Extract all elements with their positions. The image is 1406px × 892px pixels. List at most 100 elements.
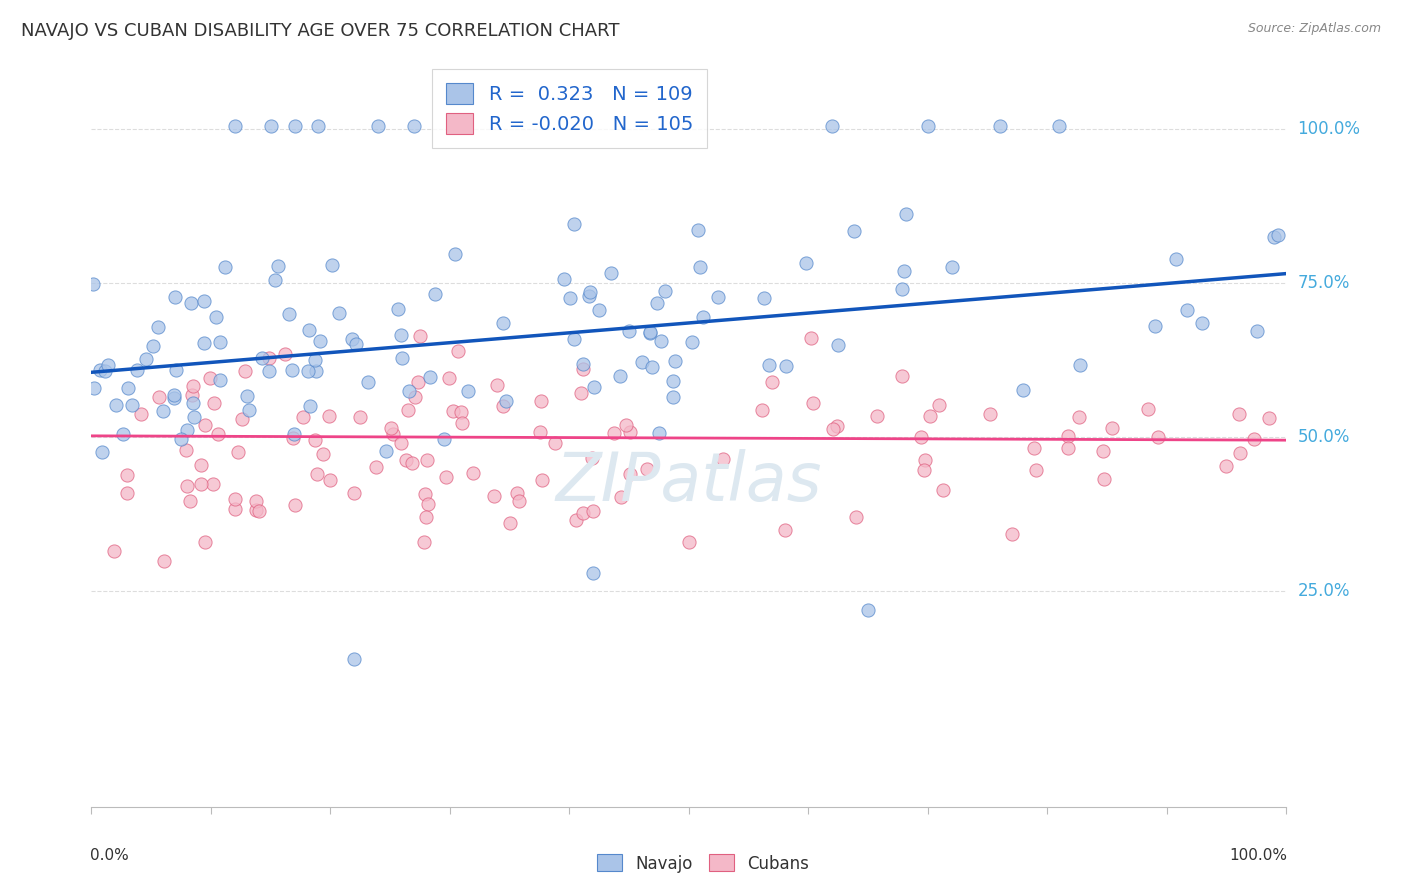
Point (451, 416, 474, 430)
Point (283, 426, 305, 441)
Point (181, 378, 204, 392)
Point (343, 652, 366, 666)
Point (298, 399, 321, 413)
Point (1263, 229, 1285, 244)
Point (823, 422, 845, 436)
Point (617, 324, 640, 338)
Point (224, 502, 246, 516)
Point (115, 485, 138, 500)
Point (912, 462, 935, 476)
Point (104, 398, 127, 412)
Point (183, 409, 205, 424)
Point (162, 388, 184, 402)
Text: 25.0%: 25.0% (1298, 582, 1350, 600)
Point (664, 354, 686, 368)
Point (409, 329, 432, 343)
Point (117, 381, 139, 395)
Point (773, 523, 796, 537)
Point (89, 363, 111, 377)
Point (619, 425, 641, 439)
Point (238, 402, 260, 417)
Point (202, 476, 225, 491)
Point (375, 444, 398, 458)
Point (281, 362, 304, 376)
Point (821, 119, 844, 133)
Point (681, 335, 703, 350)
Point (648, 426, 671, 441)
Point (1049, 119, 1071, 133)
Point (1091, 443, 1114, 458)
Point (827, 338, 849, 352)
Point (1025, 463, 1047, 477)
Text: 100.0%: 100.0% (1298, 120, 1361, 137)
Point (304, 433, 326, 447)
Text: 100.0%: 100.0% (1230, 848, 1288, 863)
Point (165, 363, 187, 377)
Point (90, 444, 112, 458)
Point (190, 477, 212, 491)
Point (856, 603, 880, 617)
Point (226, 445, 249, 459)
Point (382, 427, 405, 442)
Point (93, 364, 115, 378)
Point (1000, 527, 1022, 541)
Point (457, 384, 479, 398)
Point (638, 325, 661, 339)
Point (129, 407, 152, 421)
Point (603, 425, 626, 440)
Point (112, 426, 135, 441)
Point (413, 487, 436, 501)
Point (319, 473, 342, 487)
Point (1229, 407, 1251, 421)
Point (917, 119, 939, 133)
Point (224, 119, 246, 133)
Point (751, 402, 773, 417)
Point (207, 427, 229, 442)
Point (252, 351, 274, 365)
Point (82, 277, 104, 291)
Point (398, 384, 420, 398)
Point (941, 260, 963, 274)
Point (205, 310, 228, 324)
Point (1246, 325, 1268, 339)
Point (845, 510, 868, 524)
Text: 0.0%: 0.0% (90, 848, 129, 863)
Point (343, 485, 366, 500)
Point (259, 364, 281, 378)
Point (344, 336, 367, 351)
Point (194, 417, 217, 432)
Point (893, 264, 915, 278)
Point (415, 510, 437, 524)
Point (1144, 318, 1167, 333)
Point (163, 290, 186, 304)
Point (401, 456, 423, 470)
Point (1011, 383, 1033, 397)
Point (391, 351, 413, 365)
Point (83, 381, 105, 395)
Point (910, 430, 932, 444)
Point (193, 293, 215, 308)
Point (582, 566, 605, 580)
Point (689, 260, 711, 274)
Point (245, 493, 267, 508)
Point (1257, 411, 1279, 425)
Point (482, 489, 505, 503)
Point (1069, 358, 1091, 372)
Point (284, 498, 307, 512)
Point (349, 410, 371, 425)
Point (264, 273, 287, 287)
Point (508, 494, 530, 508)
Point (450, 405, 472, 419)
Point (146, 320, 169, 334)
Point (565, 513, 588, 527)
Point (247, 504, 270, 518)
Point (654, 284, 676, 298)
Point (214, 260, 236, 275)
Point (914, 452, 936, 467)
Point (152, 403, 174, 417)
Point (181, 388, 204, 402)
Point (297, 364, 319, 378)
Point (208, 372, 231, 386)
Point (305, 364, 328, 378)
Point (162, 392, 184, 406)
